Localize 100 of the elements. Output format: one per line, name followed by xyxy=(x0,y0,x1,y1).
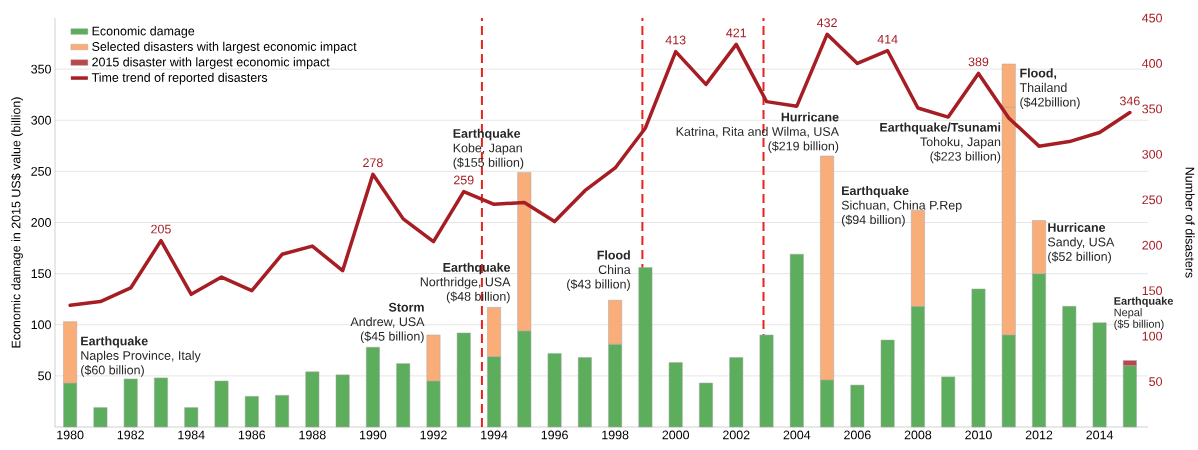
annotation: ($155 billion) xyxy=(453,157,524,170)
annotation: ($45 billion) xyxy=(360,331,424,344)
annotation: Hurricane xyxy=(781,112,839,122)
bar xyxy=(275,395,289,428)
annotation: Nepal xyxy=(1114,308,1142,319)
annotation: Earthquake/Tsunami xyxy=(880,122,1001,135)
bar xyxy=(305,371,320,428)
annotation: Storm xyxy=(388,302,424,312)
x-tick-label: 1990 xyxy=(360,430,387,440)
annotation: Earthquake xyxy=(81,336,148,348)
y-tick-label: 200 xyxy=(31,218,51,227)
x-tick-label: 2002 xyxy=(723,430,750,440)
y2-tick-label: 350 xyxy=(1142,104,1163,114)
y2-tick-label: 150 xyxy=(1142,286,1163,296)
y2-tick-label: 100 xyxy=(1142,331,1163,341)
bar xyxy=(971,288,986,428)
y-tick-label: 150 xyxy=(31,269,51,279)
y-tick-label: 50 xyxy=(38,371,51,381)
bar xyxy=(668,362,683,428)
x-tick-label: 1986 xyxy=(238,430,266,440)
y-tick-label: 300 xyxy=(31,115,51,125)
bar xyxy=(335,374,350,428)
annotation: ($60 billion) xyxy=(81,365,144,377)
annotation: Flood xyxy=(597,250,630,260)
y2-axis-title: Number of disasters xyxy=(1185,167,1195,278)
annotation: ($94 billion) xyxy=(841,214,905,227)
legend-label: Time trend of reported disasters xyxy=(91,72,268,85)
y2-tick-label: 300 xyxy=(1142,149,1163,159)
x-tick-label: 2014 xyxy=(1086,430,1114,440)
x-tick-label: 2010 xyxy=(965,430,992,440)
bar xyxy=(184,407,199,428)
legend-label: Economic damage xyxy=(92,26,195,38)
data-label: 205 xyxy=(151,224,171,234)
legend-label: 2015 disaster with largest economic impact xyxy=(92,57,330,69)
y2-tick-label: 450 xyxy=(1142,13,1163,23)
bar xyxy=(789,253,804,428)
bar xyxy=(638,267,653,428)
x-tick-label: 2006 xyxy=(844,430,871,440)
annotation: Tohoku, Japan xyxy=(920,137,1001,149)
data-label: 421 xyxy=(726,28,747,38)
x-tick-label: 1982 xyxy=(117,430,144,440)
bar xyxy=(699,382,713,428)
y2-tick-label: 400 xyxy=(1142,59,1163,68)
bar xyxy=(880,339,895,428)
annotation: ($52 billion) xyxy=(1048,251,1111,264)
annotation: Hurricane xyxy=(1048,222,1106,232)
bar xyxy=(941,376,956,428)
bar xyxy=(759,334,774,428)
annotation: China xyxy=(598,264,631,275)
x-tick-label: 1998 xyxy=(602,430,629,440)
annotation: Naples Province, Italy xyxy=(81,350,201,363)
data-label: 432 xyxy=(816,18,837,28)
x-tick-label: 1988 xyxy=(299,430,326,440)
annotation: Earthquake xyxy=(842,185,909,198)
bar xyxy=(244,396,259,428)
x-tick-label: 2012 xyxy=(1025,430,1053,440)
annotation: Earthquake xyxy=(453,128,521,141)
x-tick-label: 1980 xyxy=(57,430,84,440)
bar xyxy=(729,357,744,428)
annotation: Earthquake xyxy=(1114,296,1174,307)
x-tick-label: 2008 xyxy=(904,430,932,440)
data-label: 414 xyxy=(877,34,898,44)
y-axis-title: Economic damage in 2015 US$ value (billion) xyxy=(11,97,23,348)
annotation: Sandy, USA xyxy=(1047,237,1115,249)
bar xyxy=(1062,306,1077,428)
annotation: ($5 billion) xyxy=(1114,319,1164,330)
annotation: Northridge, USA xyxy=(420,277,511,289)
bar xyxy=(366,347,380,428)
x-tick-label: 1992 xyxy=(420,430,447,440)
annotation: Katrina, Rita and Wilma, USA xyxy=(676,126,839,138)
annotation: Flood, xyxy=(1020,68,1057,80)
bar xyxy=(93,407,108,428)
bar xyxy=(850,384,865,428)
annotation: Kobe, Japan xyxy=(453,143,522,155)
bar xyxy=(1092,322,1107,428)
data-label: 413 xyxy=(665,35,686,45)
bar xyxy=(123,378,138,428)
legend-label: Selected disasters with largest economic impact xyxy=(92,41,357,54)
y-tick-label: 250 xyxy=(31,166,51,176)
annotation: Sichuan, China P.Rep xyxy=(841,200,962,213)
x-tick-label: 2004 xyxy=(783,430,811,440)
data-label: 259 xyxy=(453,175,474,185)
annotation: ($43 billion) xyxy=(567,279,630,291)
bar xyxy=(547,353,562,428)
bar xyxy=(154,377,168,428)
data-label: 278 xyxy=(363,158,383,168)
annotation: Thailand xyxy=(1019,82,1067,93)
x-tick-label: 1994 xyxy=(481,430,508,440)
y2-tick-label: 200 xyxy=(1142,240,1163,250)
x-tick-label: 1984 xyxy=(178,430,205,440)
annotation: ($42billion) xyxy=(1020,97,1080,109)
data-label: 346 xyxy=(1119,96,1140,106)
x-tick-label: 1996 xyxy=(541,430,568,440)
y-tick-label: 350 xyxy=(31,64,51,74)
bar xyxy=(456,332,471,428)
annotation: ($223 billion) xyxy=(930,151,1001,164)
bar xyxy=(396,363,411,428)
y-tick-label: 100 xyxy=(31,320,51,330)
annotation: ($219 billion) xyxy=(768,141,839,153)
y2-tick-label: 50 xyxy=(1149,377,1163,386)
